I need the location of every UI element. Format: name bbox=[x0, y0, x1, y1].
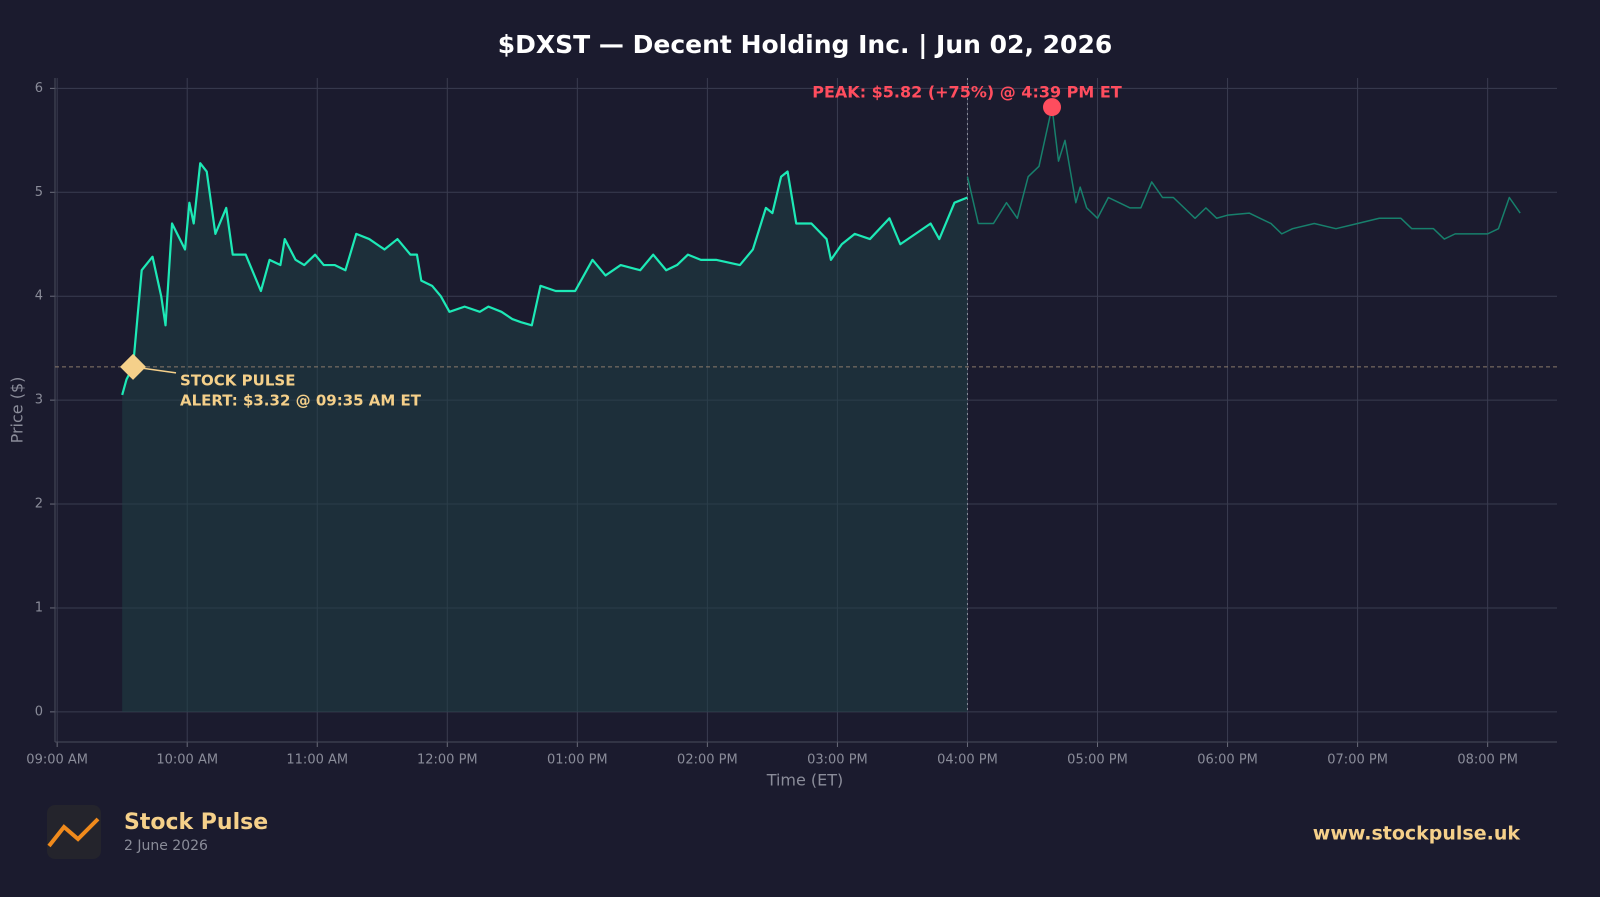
x-tick-label: 06:00 PM bbox=[1197, 753, 1258, 768]
x-tick-label: 09:00 AM bbox=[26, 753, 88, 768]
x-tick-label: 04:00 PM bbox=[937, 753, 998, 768]
price-line bbox=[121, 162, 968, 396]
alert-marker bbox=[120, 353, 147, 380]
x-tick-label: 08:00 PM bbox=[1457, 753, 1518, 768]
x-tick-label: 01:00 PM bbox=[547, 753, 608, 768]
website: www.stockpulse.uk bbox=[1313, 823, 1521, 845]
chart-title: $DXST — Decent Holding Inc. | Jun 02, 20… bbox=[498, 30, 1112, 59]
x-tick-label: 11:00 AM bbox=[286, 753, 348, 768]
y-tick-label: 4 bbox=[35, 289, 43, 304]
logo bbox=[47, 805, 101, 859]
x-tick-label: 07:00 PM bbox=[1327, 753, 1388, 768]
x-tick-label: 12:00 PM bbox=[417, 753, 478, 768]
area-fill bbox=[122, 163, 968, 712]
y-tick-label: 5 bbox=[35, 185, 43, 200]
y-tick-label: 3 bbox=[35, 393, 43, 408]
brand-date: 2 June 2026 bbox=[124, 838, 208, 854]
y-tick-label: 2 bbox=[35, 497, 43, 512]
x-tick-label: 10:00 AM bbox=[156, 753, 218, 768]
x-tick-label: 05:00 PM bbox=[1067, 753, 1128, 768]
x-tick-label: 03:00 PM bbox=[807, 753, 868, 768]
alert-annotation: STOCK PULSE bbox=[180, 371, 295, 389]
y-axis-label: Price ($) bbox=[8, 377, 27, 444]
x-axis-label: Time (ET) bbox=[766, 771, 844, 790]
y-tick-label: 0 bbox=[35, 704, 43, 719]
price-line bbox=[966, 106, 1521, 240]
alert-annotation: ALERT: $3.32 @ 09:35 AM ET bbox=[180, 391, 422, 409]
peak-annotation: PEAK: $5.82 (+75%) @ 4:39 PM ET bbox=[812, 83, 1122, 102]
brand-name: Stock Pulse bbox=[124, 810, 268, 835]
y-tick-label: 1 bbox=[35, 600, 43, 615]
y-tick-label: 6 bbox=[35, 81, 43, 96]
x-tick-label: 02:00 PM bbox=[677, 753, 738, 768]
peak-marker bbox=[1042, 98, 1061, 117]
